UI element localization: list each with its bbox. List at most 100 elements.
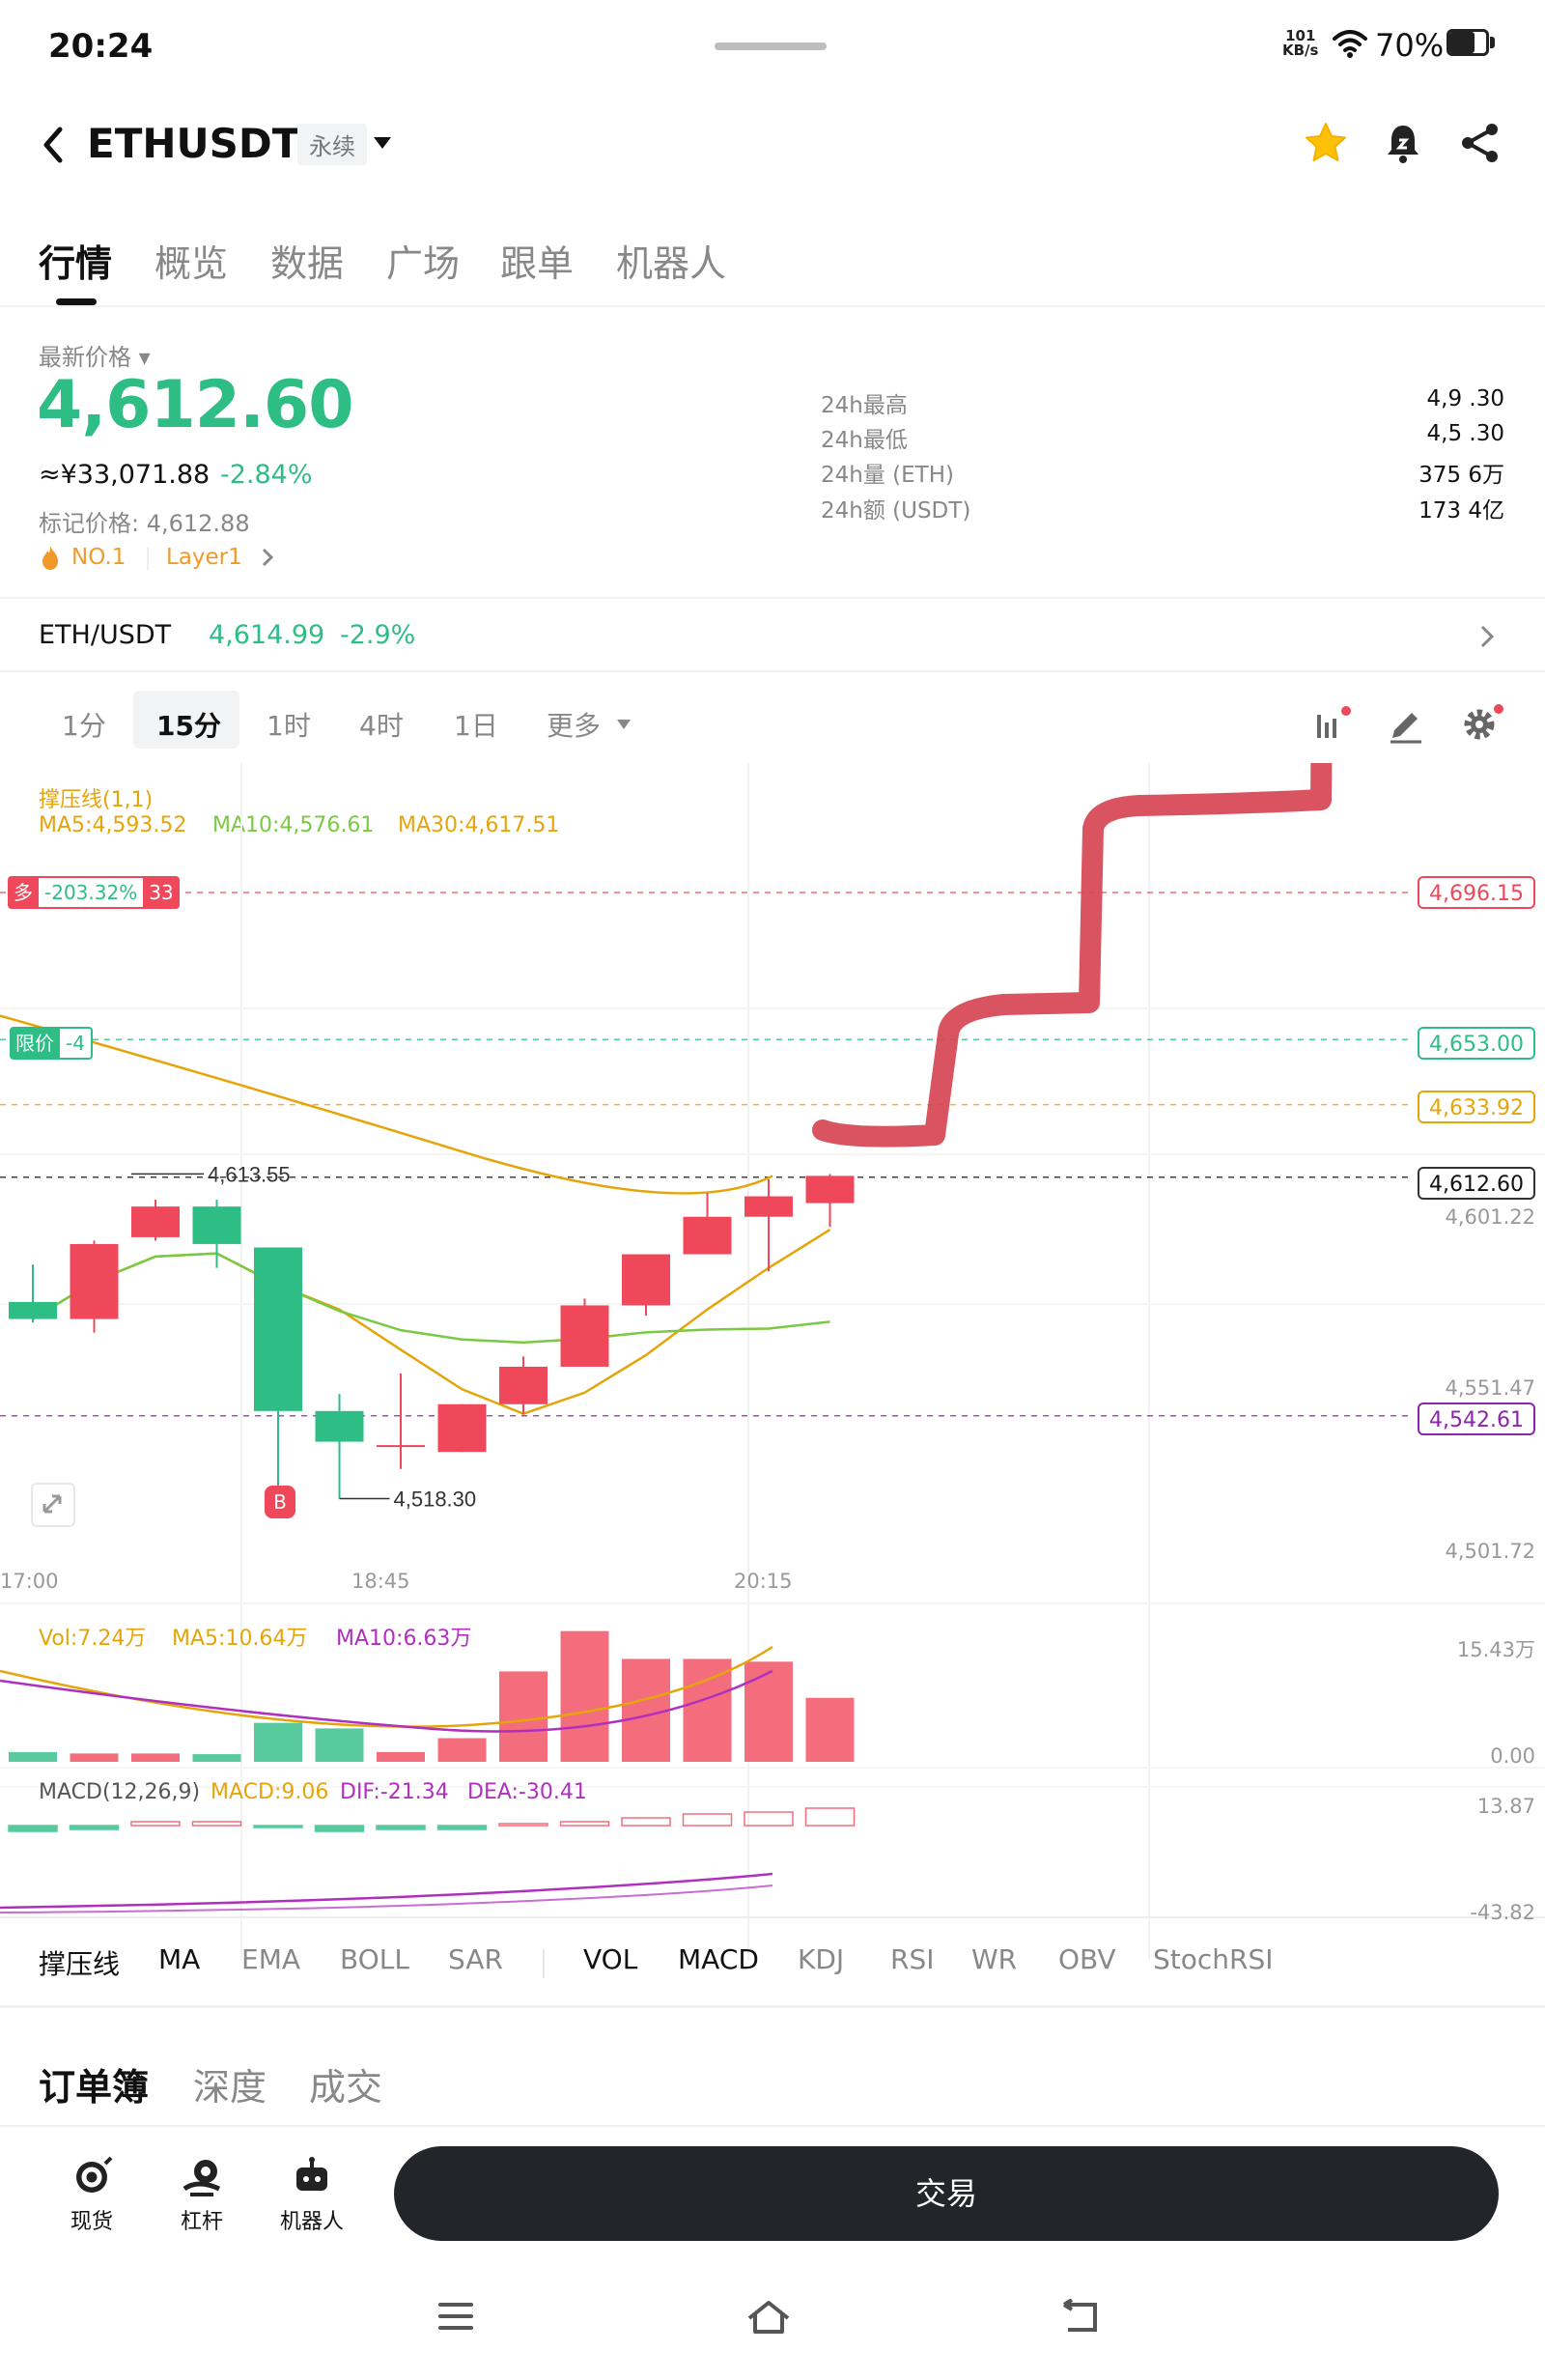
volume-bar bbox=[70, 1753, 119, 1762]
menu-icon[interactable] bbox=[436, 2299, 475, 2334]
ma10-line bbox=[33, 1254, 830, 1343]
draw-pencil-icon[interactable] bbox=[1385, 703, 1427, 746]
gear-icon[interactable] bbox=[1458, 703, 1504, 746]
tab-copy-trading[interactable]: 跟单 bbox=[500, 234, 574, 287]
macd-dif: DIF:-21.34 bbox=[340, 1780, 449, 1804]
tab-market[interactable]: 行情 bbox=[39, 234, 112, 287]
volume-bar bbox=[316, 1728, 364, 1762]
indicator-sar[interactable]: SAR bbox=[448, 1943, 503, 1975]
price-line-tag[interactable]: 4,696.15 bbox=[1418, 876, 1535, 909]
rank-tag[interactable]: NO.1 bbox=[71, 545, 126, 570]
margin-button[interactable]: 杠杆 bbox=[158, 2156, 245, 2235]
interval-1d[interactable]: 1日 bbox=[454, 705, 498, 744]
position-side: 多 bbox=[8, 876, 39, 909]
tab-depth[interactable]: 深度 bbox=[193, 2057, 267, 2111]
volume-axis-label: 0.00 bbox=[1490, 1744, 1535, 1768]
favorite-star-icon[interactable] bbox=[1304, 121, 1348, 165]
price-line-tag[interactable]: 4,633.92 bbox=[1418, 1091, 1535, 1123]
interval-4h[interactable]: 4时 bbox=[359, 705, 404, 744]
price-alert-bell-icon[interactable] bbox=[1381, 121, 1425, 165]
x-axis-label: 20:15 bbox=[734, 1570, 793, 1593]
indicator-rsi[interactable]: RSI bbox=[890, 1943, 935, 1975]
indicator-macd[interactable]: MACD bbox=[678, 1943, 759, 1975]
indicator-support-resistance[interactable]: 撑压线 bbox=[39, 1943, 120, 1982]
macd-histogram-bar bbox=[9, 1826, 57, 1831]
chevron-down-icon[interactable] bbox=[616, 719, 632, 730]
chevron-right-icon[interactable] bbox=[1477, 624, 1497, 649]
volume-bar bbox=[9, 1752, 57, 1762]
spot-icon bbox=[70, 2156, 113, 2198]
pair-title[interactable]: ETHUSDT bbox=[87, 120, 299, 167]
volume-legend: Vol:7.24万 bbox=[39, 1621, 146, 1652]
tab-orderbook[interactable]: 订单簿 bbox=[39, 2057, 149, 2111]
indicator-ma[interactable]: MA bbox=[158, 1943, 200, 1975]
chevron-right-icon[interactable] bbox=[261, 547, 274, 568]
limit-order-badge[interactable]: 限价 -4 bbox=[10, 1027, 93, 1060]
tab-data[interactable]: 数据 bbox=[270, 234, 344, 287]
home-icon[interactable] bbox=[745, 2299, 792, 2336]
buy-marker[interactable]: B bbox=[265, 1486, 295, 1518]
volume-bar bbox=[131, 1753, 180, 1762]
mark-price: 标记价格: 4,612.88 bbox=[39, 504, 250, 538]
margin-label: 杠杆 bbox=[158, 2204, 245, 2235]
y-axis-label: 4,551.47 bbox=[1445, 1376, 1535, 1400]
category-tag[interactable]: Layer1 bbox=[166, 545, 242, 570]
volume-bar bbox=[684, 1658, 732, 1762]
spot-pair[interactable]: ETH/USDT bbox=[39, 620, 171, 650]
tab-trades[interactable]: 成交 bbox=[309, 2057, 382, 2111]
volume-bar bbox=[806, 1698, 855, 1762]
interval-15m[interactable]: 15分 bbox=[156, 705, 221, 744]
tab-bots[interactable]: 机器人 bbox=[616, 234, 726, 287]
chevron-down-icon[interactable] bbox=[372, 135, 393, 151]
fullscreen-expand-icon[interactable] bbox=[31, 1483, 75, 1527]
network-speed: 101 KB/s bbox=[1282, 29, 1318, 58]
macd-histogram-bar bbox=[561, 1822, 609, 1826]
divider bbox=[0, 670, 1545, 672]
price-line-tag[interactable]: 4,653.00 bbox=[1418, 1027, 1535, 1060]
last-price-tag[interactable]: 4,612.60 bbox=[1418, 1167, 1535, 1200]
candle bbox=[131, 1200, 180, 1240]
position-badge[interactable]: 多 -203.32% 33 bbox=[8, 876, 180, 909]
interval-more[interactable]: 更多 bbox=[547, 705, 601, 744]
x-axis-label: 17:00 bbox=[0, 1570, 59, 1593]
y-axis-label: 4,501.72 bbox=[1445, 1540, 1535, 1563]
indicator-stochrsi[interactable]: StochRSI bbox=[1153, 1943, 1274, 1975]
macd-axis-label: 13.87 bbox=[1477, 1795, 1535, 1818]
bot-button[interactable]: 机器人 bbox=[268, 2156, 355, 2235]
macd-histogram-bar bbox=[684, 1814, 732, 1826]
tab-overview[interactable]: 概览 bbox=[154, 234, 228, 287]
active-tab-indicator bbox=[56, 298, 97, 305]
status-time: 20:24 bbox=[48, 27, 153, 66]
spot-button[interactable]: 现货 bbox=[48, 2156, 135, 2235]
interval-1m[interactable]: 1分 bbox=[62, 705, 106, 744]
indicator-vol[interactable]: VOL bbox=[583, 1943, 637, 1975]
indicator-wr[interactable]: WR bbox=[971, 1943, 1017, 1975]
limit-label: 限价 bbox=[10, 1027, 60, 1060]
macd-legend-title: MACD(12,26,9) bbox=[39, 1780, 200, 1804]
volume-bar bbox=[744, 1661, 793, 1762]
tab-square[interactable]: 广场 bbox=[386, 234, 460, 287]
interval-1h[interactable]: 1时 bbox=[267, 705, 311, 744]
indicator-boll[interactable]: BOLL bbox=[340, 1943, 409, 1975]
contract-type-badge: 永续 bbox=[297, 124, 367, 165]
divider bbox=[0, 2125, 1545, 2127]
macd-histogram-bar bbox=[806, 1808, 855, 1826]
stat-value-high: 4,9 .30 bbox=[1427, 386, 1504, 411]
macd-histogram-bar bbox=[70, 1826, 119, 1829]
trade-button[interactable]: 交易 bbox=[394, 2146, 1499, 2241]
stat-label-high: 24h最高 bbox=[821, 386, 908, 419]
back-nav-icon[interactable] bbox=[1060, 2299, 1103, 2336]
volume-bar bbox=[193, 1754, 241, 1762]
wifi-icon bbox=[1331, 27, 1369, 60]
candle bbox=[193, 1200, 241, 1268]
price-line-tag[interactable]: 4,542.61 bbox=[1418, 1402, 1535, 1435]
indicator-obv[interactable]: OBV bbox=[1058, 1943, 1116, 1975]
indicator-ema[interactable]: EMA bbox=[241, 1943, 300, 1975]
back-arrow-icon[interactable] bbox=[39, 126, 68, 164]
candle bbox=[254, 1247, 302, 1498]
drag-handle[interactable] bbox=[715, 42, 827, 50]
candle bbox=[70, 1240, 119, 1332]
share-icon[interactable] bbox=[1458, 121, 1503, 165]
indicator-kdj[interactable]: KDJ bbox=[798, 1943, 844, 1975]
indicator-settings-icon[interactable] bbox=[1313, 703, 1356, 746]
